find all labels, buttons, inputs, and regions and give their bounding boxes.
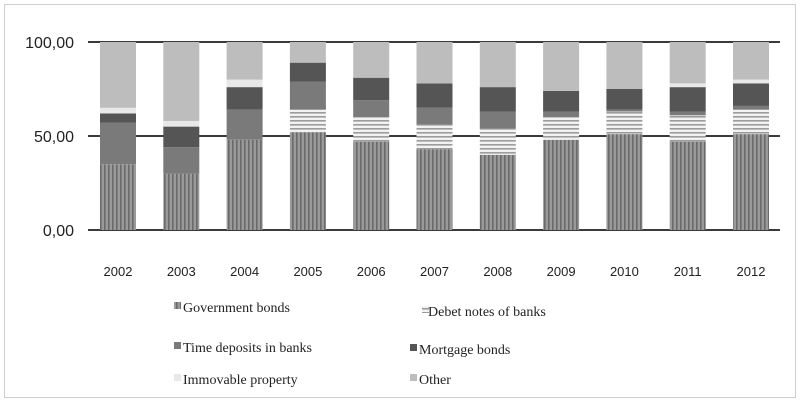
bar-segment — [606, 109, 643, 112]
bar-segment — [100, 164, 136, 230]
x-tick-label: 2003 — [167, 264, 196, 279]
bar-segment — [163, 120, 200, 127]
bar-segment — [289, 109, 326, 133]
bar-segment — [163, 147, 200, 174]
bar-segment — [353, 100, 390, 118]
y-tick-label: 100,00 — [25, 35, 74, 52]
legend-label: Government bonds — [183, 301, 290, 316]
bar-segment — [416, 42, 453, 84]
legend-swatch — [422, 306, 429, 313]
bar-segment — [226, 139, 263, 230]
bar-segment — [733, 105, 769, 110]
bar-segment — [289, 62, 326, 82]
bar-segment — [543, 117, 580, 140]
bar-segment — [733, 134, 769, 230]
bar-segment — [733, 83, 769, 106]
bar-segment — [226, 42, 263, 80]
bar-segment — [606, 89, 643, 110]
bar-segment — [733, 79, 769, 84]
bar-segment — [353, 117, 390, 142]
x-tick-label: 2002 — [104, 264, 133, 279]
bar-segment — [163, 42, 200, 121]
legend-label: Immovable property — [183, 373, 298, 388]
bar-segment — [606, 42, 643, 89]
bar-segment — [100, 42, 136, 108]
bar-segment — [289, 132, 326, 230]
bar-segment — [226, 87, 263, 110]
bar-segment — [543, 90, 580, 112]
x-tick-label: 2005 — [293, 264, 322, 279]
x-tick-label: 2009 — [547, 264, 576, 279]
legend-swatch — [174, 342, 181, 349]
bar-segment — [669, 111, 706, 116]
bar-segment — [669, 42, 706, 84]
bar-segment — [733, 109, 769, 135]
x-tick-label: 2007 — [420, 264, 449, 279]
bar-segment — [226, 79, 263, 88]
bars — [100, 42, 769, 230]
bar-segment — [479, 87, 516, 112]
bar-segment — [669, 83, 706, 88]
bar-segment — [669, 115, 706, 142]
y-tick-label: 50,00 — [34, 129, 74, 146]
bar-segment — [416, 83, 453, 108]
bar-segment — [353, 141, 390, 230]
bar-segment — [416, 107, 453, 125]
x-tick-label: 2004 — [230, 264, 259, 279]
x-tick-label: 2011 — [674, 264, 702, 279]
bar-segment — [543, 139, 580, 230]
y-tick-label: 0,00 — [43, 223, 74, 240]
x-tick-label: 2006 — [357, 264, 386, 279]
bar-segment — [479, 42, 516, 88]
legend-label: Mortgage bonds — [419, 343, 510, 358]
bar-segment — [669, 141, 706, 230]
bar-segment — [353, 77, 390, 101]
x-tick-label: 2008 — [483, 264, 512, 279]
bar-segment — [733, 42, 769, 80]
bar-segment — [289, 42, 326, 63]
bar-segment — [100, 122, 136, 165]
legend-swatch — [410, 344, 417, 351]
bar-segment — [289, 81, 326, 110]
bar-segment — [100, 107, 136, 114]
bar-segment — [606, 134, 643, 230]
bar-segment — [163, 126, 200, 148]
legend: Government bonds Debet notes of banks Time… — [174, 301, 546, 388]
legend-label: Time deposits in banks — [183, 341, 312, 356]
legend-swatch — [174, 302, 181, 309]
x-tick-label: 2010 — [610, 264, 639, 279]
bar-segment — [669, 87, 706, 112]
bar-segment — [416, 149, 453, 230]
bar-segment — [479, 154, 516, 230]
bar-segment — [226, 109, 263, 140]
bar-segment — [416, 124, 453, 150]
bar-segment — [479, 111, 516, 129]
axis-labels: 0,00 50,00 100,00 2002 2003 2004 2005 2006 2007 2… — [25, 35, 765, 279]
bar-segment — [353, 42, 390, 78]
x-tick-label: 2012 — [737, 264, 766, 279]
bar-segment — [606, 111, 643, 135]
bar-segment — [543, 42, 580, 91]
legend-swatch — [174, 374, 181, 381]
legend-swatch — [410, 374, 417, 381]
bar-segment — [100, 113, 136, 123]
legend-label: Debet notes of banks — [428, 305, 546, 320]
bar-segment — [479, 128, 516, 155]
bar-segment — [543, 111, 580, 118]
bar-segment — [163, 173, 200, 230]
legend-label: Other — [419, 373, 451, 388]
